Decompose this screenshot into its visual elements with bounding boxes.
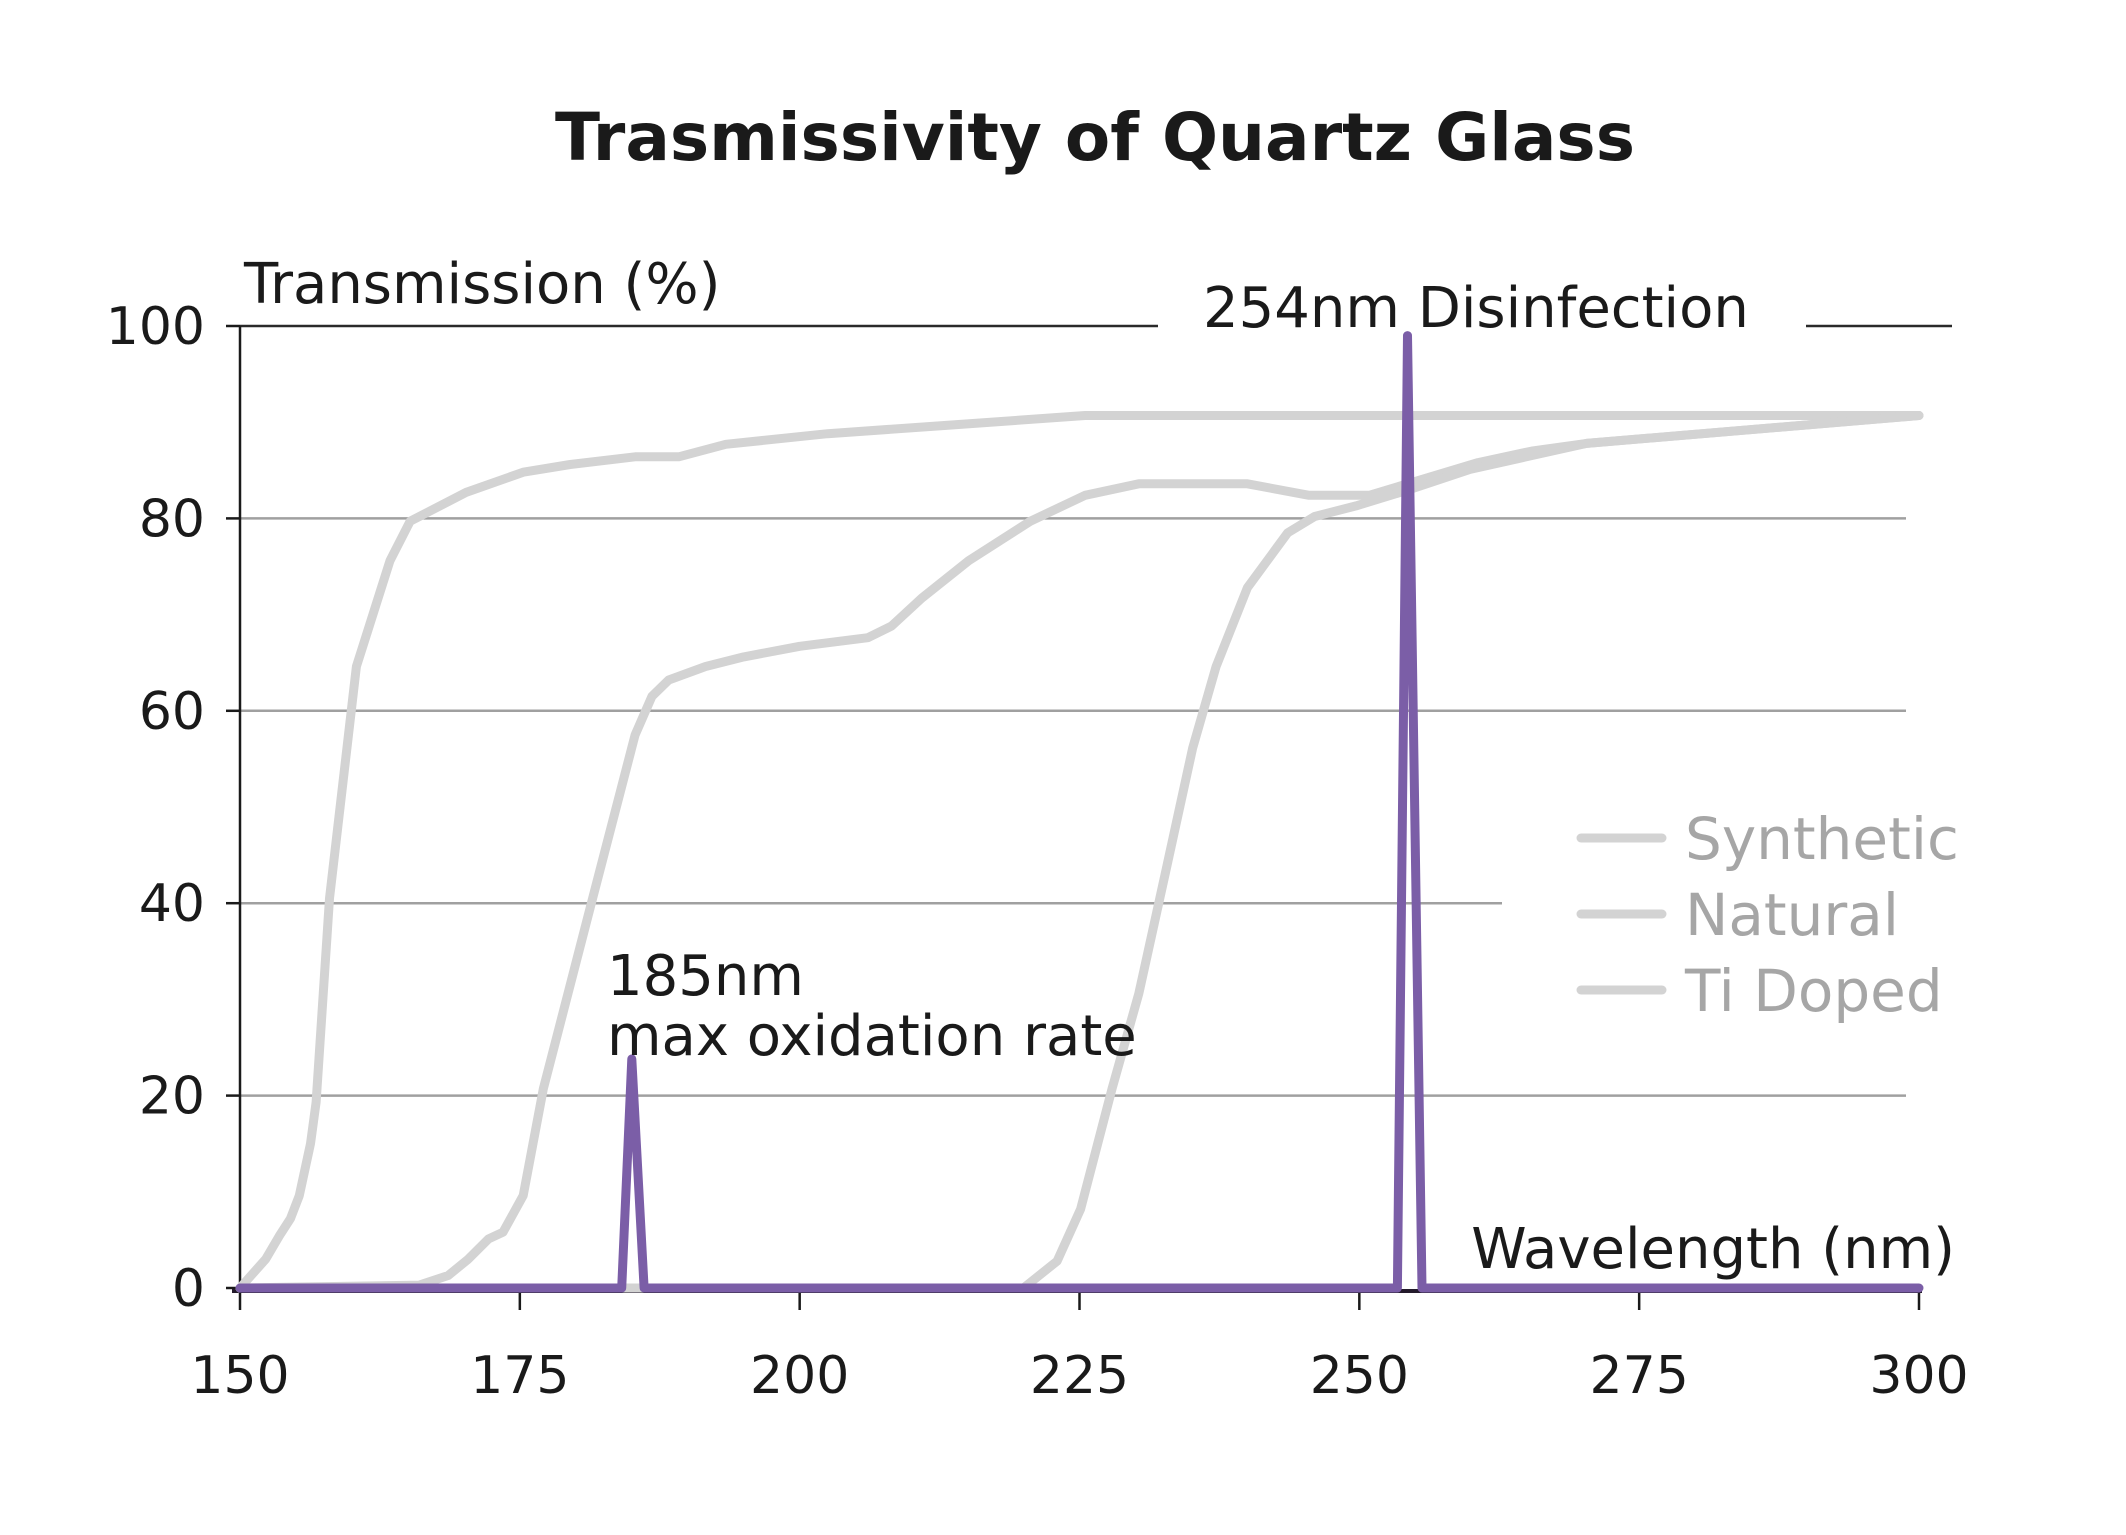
gridlines (240, 324, 1952, 1097)
series-line-synthetic (235, 411, 1924, 1293)
annotations: 185nm max oxidation rate 254nm Disinfect… (607, 276, 1749, 1069)
x-tick-label: 300 (1869, 1346, 1968, 1406)
y-tick-label: 0 (172, 1259, 205, 1319)
x-tick-label: 275 (1590, 1346, 1689, 1406)
legend-label-natural: Natural (1685, 881, 1899, 949)
y-tick-label: 80 (139, 489, 205, 549)
x-ticks: 150 175 200 225 250 275 300 (190, 1291, 1969, 1406)
legend: Synthetic Natural Ti Doped (1576, 805, 1959, 1025)
x-tick-label: 200 (750, 1346, 849, 1406)
x-tick-label: 250 (1310, 1346, 1409, 1406)
annotation-185nm-line2: max oxidation rate (607, 1004, 1137, 1069)
legend-label-synthetic: Synthetic (1685, 805, 1959, 873)
annotation-254nm: 254nm Disinfection (1203, 276, 1749, 341)
series-line-uv-lamp-emission (235, 331, 1924, 1293)
x-axis-label: Wavelength (nm) (1471, 1217, 1955, 1282)
chart-title: Trasmissivity of Quartz Glass (555, 99, 1635, 176)
y-tick-label: 60 (139, 682, 205, 742)
annotation-185nm-line1: 185nm (607, 944, 804, 1009)
y-axis-label: Transmission (%) (243, 252, 720, 317)
y-tick-label: 40 (139, 874, 205, 934)
x-tick-label: 175 (470, 1346, 569, 1406)
series-group (235, 331, 1924, 1293)
legend-label-ti-doped: Ti Doped (1684, 957, 1943, 1025)
series-line-natural (235, 411, 1924, 1293)
y-tick-label: 100 (106, 297, 205, 357)
y-ticks: 0 20 40 60 80 100 (106, 297, 240, 1319)
series-line-ti-doped (235, 411, 1924, 1293)
x-tick-label: 150 (190, 1346, 289, 1406)
x-tick-label: 225 (1030, 1346, 1129, 1406)
y-tick-label: 20 (139, 1067, 205, 1127)
